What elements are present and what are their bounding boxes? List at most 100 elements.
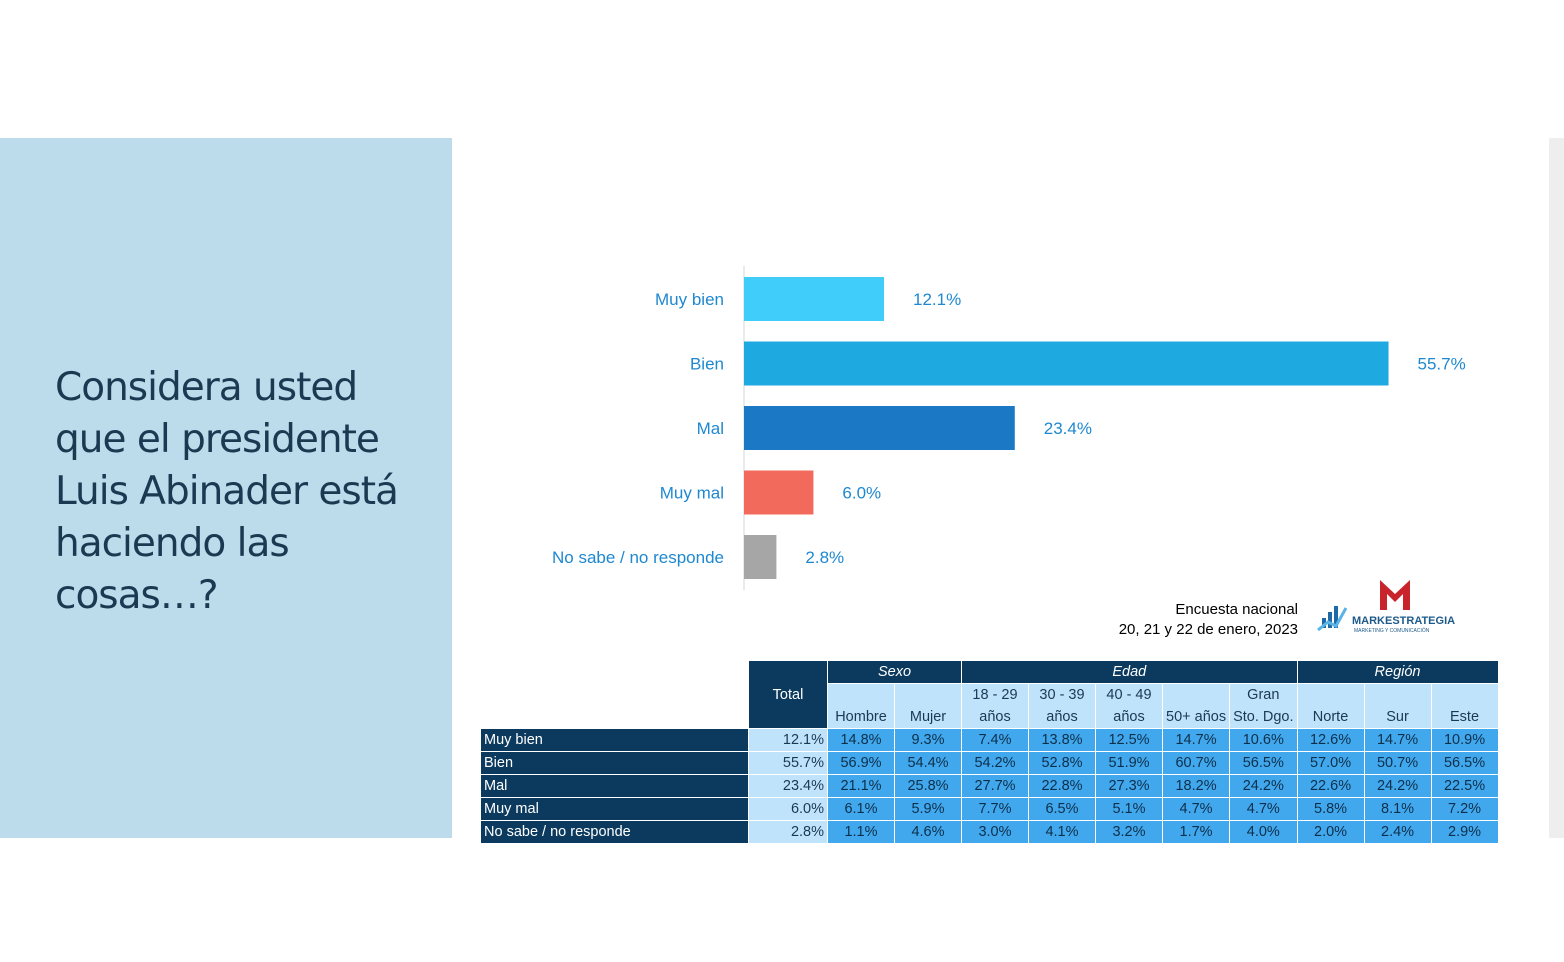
table-cell: 14.7%: [1161, 728, 1231, 752]
table-cell: 22.6%: [1296, 774, 1365, 798]
table-cell: 5.1%: [1095, 797, 1163, 821]
bar-0: [744, 277, 885, 321]
table-cell: 54.2%: [961, 751, 1029, 775]
table-cell: 4.1%: [1028, 820, 1096, 844]
crosstab-table: Total Sexo Edad Región Hombre Mujer 18 - …: [480, 660, 1499, 844]
total-cell: 6.0%: [748, 797, 828, 821]
table-cell: 14.8%: [827, 728, 895, 752]
group-header-region: Región: [1296, 660, 1499, 684]
svg-text:MARKETING Y COMUNICACIÓN: MARKETING Y COMUNICACIÓN: [1354, 627, 1430, 634]
table-cell: 1.1%: [827, 820, 895, 844]
table-cell: 6.5%: [1028, 797, 1096, 821]
question-title: Considera usted que el presidente Luis A…: [55, 365, 399, 618]
table-cell: 24.2%: [1229, 774, 1298, 798]
survey-title: Encuesta nacional: [1175, 601, 1298, 618]
table-cell: 3.0%: [961, 820, 1029, 844]
total-cell: 23.4%: [748, 774, 828, 798]
category-label: No sabe / no responde: [552, 548, 724, 567]
subheader-line1: [898, 684, 958, 706]
table-row: No sabe / no responde 2.8% 1.1% 4.6% 3.0% 4.1…: [480, 820, 1499, 844]
table-cell: 4.7%: [1161, 797, 1231, 821]
table-cell: 3.2%: [1095, 820, 1163, 844]
value-label: 2.8%: [805, 548, 844, 567]
subheader-line2: Hombre: [835, 709, 887, 725]
row-label: No sabe / no responde: [480, 820, 749, 844]
value-label: 23.4%: [1044, 419, 1092, 438]
subheader-0: Hombre: [827, 683, 895, 729]
table-cell: 56.9%: [827, 751, 895, 775]
table-cell: 7.2%: [1430, 797, 1499, 821]
table-cell: 22.5%: [1430, 774, 1499, 798]
subheader-4: 40 - 49 años: [1095, 683, 1163, 729]
subheader-line1: [1368, 684, 1428, 706]
subheader-line2: años: [1113, 709, 1145, 725]
table-row: Muy bien 12.1% 14.8% 9.3% 7.4% 13.8% 12.5% 14.7…: [480, 728, 1499, 752]
subheader-line1: 18 - 29: [972, 687, 1018, 703]
row-label: Mal: [480, 774, 749, 798]
category-label: Bien: [690, 355, 724, 374]
table-cell: 57.0%: [1296, 751, 1365, 775]
subheader-line1: 30 - 39: [1039, 687, 1085, 703]
table-cell: 12.6%: [1296, 728, 1365, 752]
table-cell: 9.3%: [894, 728, 962, 752]
table-cell: 51.9%: [1095, 751, 1163, 775]
table-cell: 18.2%: [1161, 774, 1231, 798]
subheader-9: Este: [1430, 683, 1499, 729]
subheader-line1: [1301, 684, 1361, 706]
table-cell: 27.3%: [1095, 774, 1163, 798]
subheader-line2: Este: [1450, 709, 1480, 725]
subheader-7: Norte: [1296, 683, 1365, 729]
survey-note: Encuesta nacional 20, 21 y 22 de enero, …: [1060, 600, 1298, 640]
subheader-line2: años: [979, 709, 1011, 725]
table-cell: 7.7%: [961, 797, 1029, 821]
table-cell: 27.7%: [961, 774, 1029, 798]
subheader-row: Hombre Mujer 18 - 29 años 30 - 39 años 40 - 4…: [481, 683, 1499, 729]
table-cell: 6.1%: [827, 797, 895, 821]
table-cell: 4.6%: [894, 820, 962, 844]
table-cell: 7.4%: [961, 728, 1029, 752]
bar-4: [744, 535, 777, 579]
value-label: 12.1%: [913, 290, 961, 309]
category-label: Muy mal: [660, 484, 724, 503]
table-cell: 10.6%: [1229, 728, 1298, 752]
subheader-1: Mujer: [894, 683, 962, 729]
subheader-3: 30 - 39 años: [1028, 683, 1096, 729]
table-cell: 56.5%: [1430, 751, 1499, 775]
table-cell: 50.7%: [1363, 751, 1432, 775]
row-label: Muy bien: [480, 728, 749, 752]
total-header: Total: [748, 660, 828, 729]
subheader-line1: [1435, 684, 1495, 706]
bar-chart: Muy bien 12.1% Bien 55.7% Mal 23.4% Muy mal 6.0…: [552, 266, 1466, 590]
subheader-line1: 40 - 49: [1106, 687, 1152, 703]
subheader-8: Sur: [1363, 683, 1432, 729]
group-header-row: Total Sexo Edad Región: [480, 660, 1499, 729]
subheader-line1: Gran: [1247, 687, 1280, 703]
subheader-line2: 50+ años: [1166, 709, 1227, 725]
row-label: Bien: [480, 751, 749, 775]
table-row: Bien 55.7% 56.9% 54.4% 54.2% 52.8% 51.9% 60.7% 5…: [480, 751, 1499, 775]
group-header-edad: Edad: [961, 660, 1298, 684]
subheader-line2: años: [1046, 709, 1078, 725]
table-corner: [480, 660, 749, 729]
table-cell: 25.8%: [894, 774, 962, 798]
subheader-line2: Sto. Dgo.: [1233, 709, 1294, 725]
group-header-sexo: Sexo: [827, 660, 962, 684]
table-cell: 21.1%: [827, 774, 895, 798]
svg-text:MARKESTRATEGIA: MARKESTRATEGIA: [1352, 615, 1455, 627]
table-cell: 12.5%: [1095, 728, 1163, 752]
table-cell: 52.8%: [1028, 751, 1096, 775]
table-row: Muy mal 6.0% 6.1% 5.9% 7.7% 6.5% 5.1% 4.7% 4.7% 5…: [480, 797, 1499, 821]
table-cell: 13.8%: [1028, 728, 1096, 752]
total-cell: 55.7%: [748, 751, 828, 775]
table-cell: 2.4%: [1363, 820, 1432, 844]
table-cell: 1.7%: [1161, 820, 1231, 844]
bar-2: [744, 406, 1015, 450]
total-cell: 2.8%: [748, 820, 828, 844]
total-cell: 12.1%: [748, 728, 828, 752]
category-label: Muy bien: [655, 290, 724, 309]
table-cell: 8.1%: [1363, 797, 1432, 821]
subheader-5: 50+ años: [1161, 683, 1231, 729]
value-label: 55.7%: [1418, 355, 1466, 374]
table-cell: 24.2%: [1363, 774, 1432, 798]
table-cell: 10.9%: [1430, 728, 1499, 752]
